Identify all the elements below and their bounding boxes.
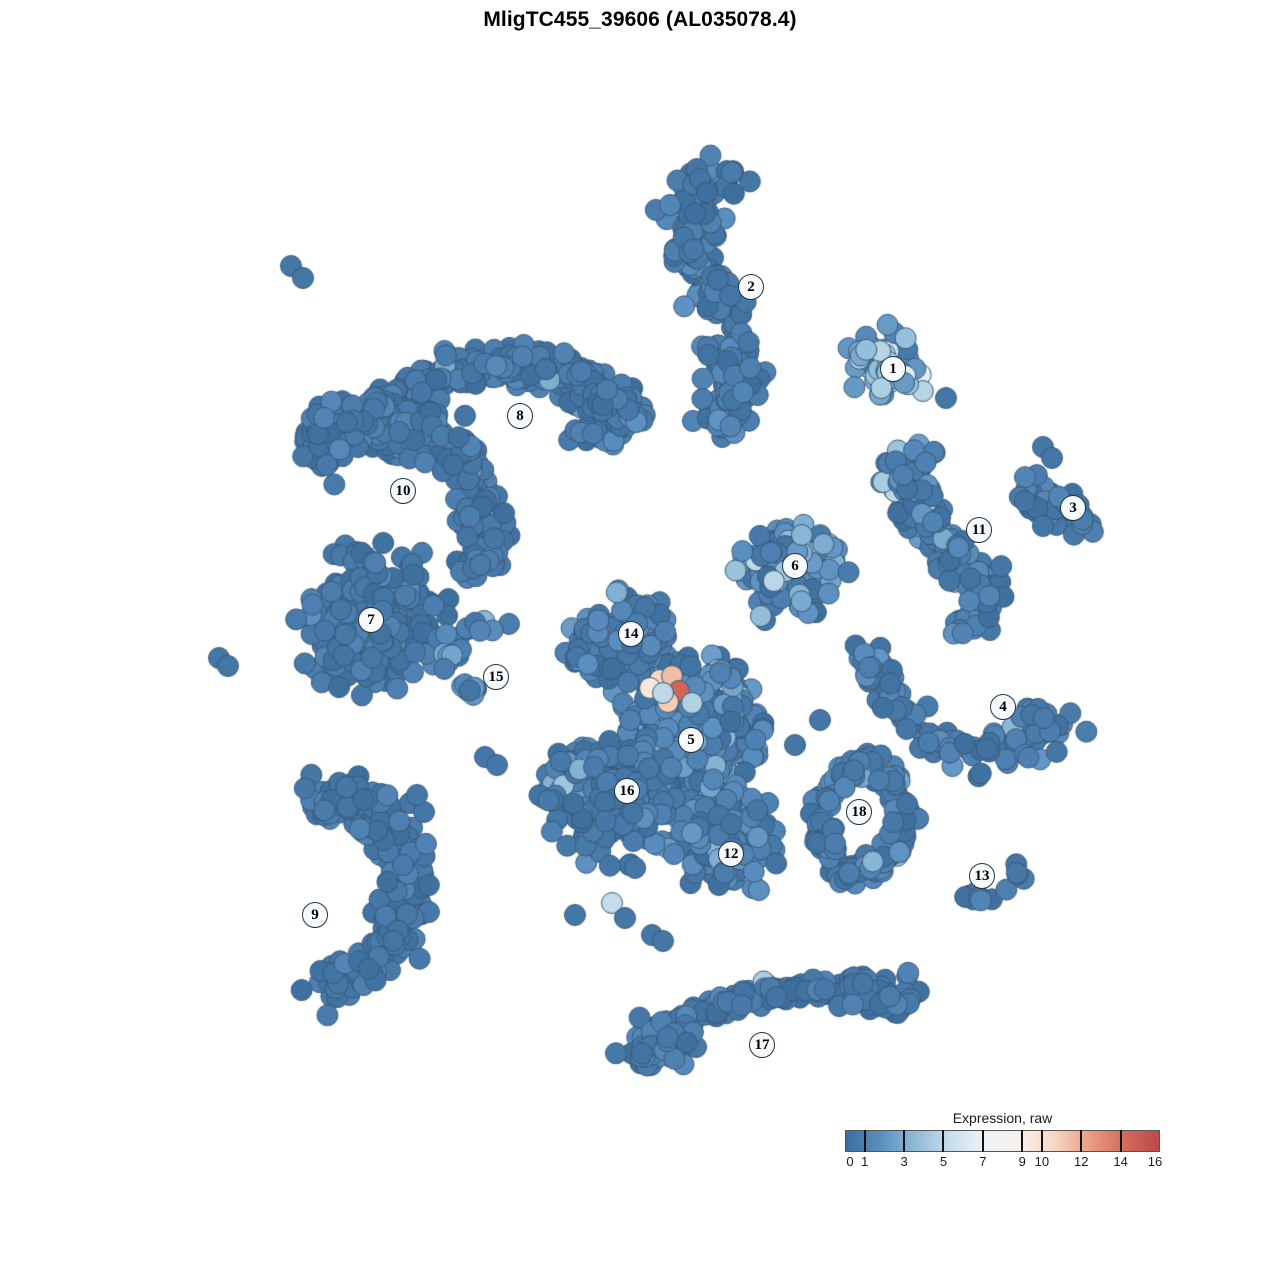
legend-title: Expression, raw [952, 1110, 1053, 1126]
cluster-label-5[interactable]: 5 [678, 727, 704, 753]
legend-tick-12 [1080, 1130, 1083, 1152]
legend-tick-7 [981, 1130, 984, 1152]
legend-tick-1 [863, 1130, 866, 1152]
cluster-label-14[interactable]: 14 [618, 621, 644, 647]
legend-tick-label-14: 14 [1113, 1154, 1128, 1169]
cluster-label-15[interactable]: 15 [483, 664, 509, 690]
cluster-label-2[interactable]: 2 [738, 274, 764, 300]
cluster-label-16[interactable]: 16 [614, 778, 640, 804]
legend-bar-wrap [845, 1130, 1160, 1152]
color-legend: Expression, raw 0 1 3 5 7 9 10 12 14 16 [845, 1110, 1163, 1172]
cluster-label-6[interactable]: 6 [782, 553, 808, 579]
legend-tick-label-9: 9 [1018, 1154, 1026, 1169]
cluster-label-11[interactable]: 11 [966, 517, 992, 543]
cluster-label-17[interactable]: 17 [749, 1032, 775, 1058]
legend-tick-label-0: 0 [846, 1154, 854, 1169]
legend-tick-label-5: 5 [939, 1154, 948, 1169]
legend-tick-5 [942, 1130, 945, 1152]
cluster-label-18[interactable]: 18 [846, 799, 872, 825]
legend-tick-label-1: 1 [861, 1154, 869, 1169]
cluster-label-1[interactable]: 1 [880, 356, 906, 382]
legend-colorbar [845, 1130, 1160, 1152]
legend-tick-label-7: 7 [979, 1154, 987, 1169]
cluster-label-9[interactable]: 9 [302, 902, 328, 928]
legend-tick-label-16: 16 [1147, 1154, 1163, 1169]
cluster-label-7[interactable]: 7 [358, 607, 384, 633]
cluster-label-13[interactable]: 13 [969, 863, 995, 889]
cluster-label-12[interactable]: 12 [718, 841, 744, 867]
legend-tick-labels: 0 1 3 5 7 9 10 12 14 16 [845, 1154, 1163, 1172]
legend-tick-3 [903, 1130, 906, 1152]
legend-tick-label-3: 3 [900, 1154, 908, 1169]
legend-tick-label-10: 10 [1034, 1154, 1050, 1169]
cluster-label-8[interactable]: 8 [507, 403, 533, 429]
legend-tick-10 [1040, 1130, 1043, 1152]
cluster-label-3[interactable]: 3 [1060, 495, 1086, 521]
cluster-label-4[interactable]: 4 [990, 694, 1016, 720]
cluster-label-10[interactable]: 10 [390, 478, 416, 504]
legend-tick-9 [1021, 1130, 1024, 1152]
legend-tick-14 [1119, 1130, 1122, 1152]
legend-tick-label-12: 12 [1074, 1154, 1089, 1169]
